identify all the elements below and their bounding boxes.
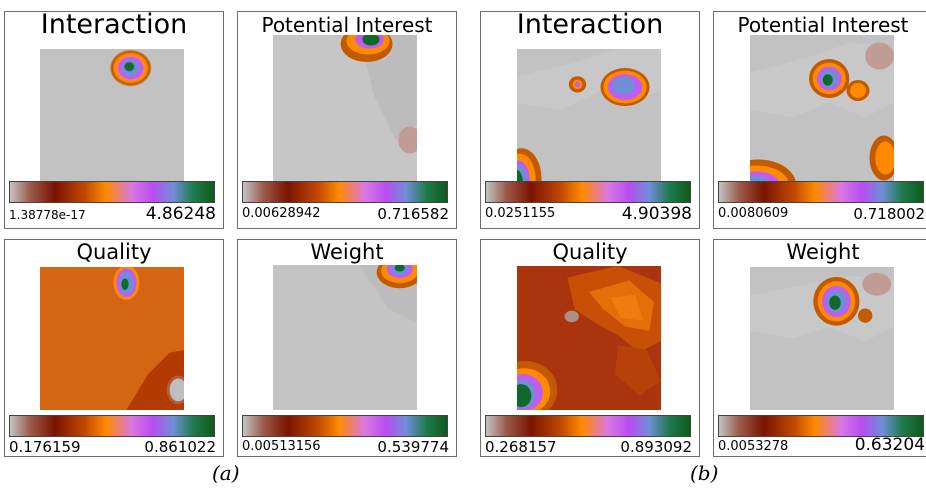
panel-quality-a: Quality 0.176159 0.861022: [4, 239, 224, 457]
caption-a: (a): [212, 461, 240, 485]
colorbar: [718, 415, 924, 437]
colorbar-min-label: 0.0080609: [718, 206, 789, 221]
heatmap: [750, 35, 894, 185]
colorbar: [242, 181, 448, 203]
colorbar: [485, 415, 691, 437]
colorbar-max-label: 0.893092: [620, 438, 692, 456]
panel-title: Interaction: [516, 9, 664, 40]
colorbar-min-label: 0.0053278: [718, 439, 789, 454]
colorbar-max-label: 0.716582: [377, 205, 449, 223]
colorbar-max-label: 0.718002: [853, 205, 925, 223]
colorbar: [718, 181, 924, 203]
panel-title: Quality: [76, 240, 152, 264]
colorbar-min-label: 1.38778e-17: [9, 208, 86, 222]
colorbar-min-label: 0.176159: [9, 438, 81, 456]
heatmap: [40, 267, 184, 410]
heatmap: [517, 266, 661, 410]
colorbar-max-label: 4.86248: [145, 204, 216, 224]
panel-interaction-a: Interaction 1.38778e-17 4.86248: [4, 9, 224, 229]
colorbar: [9, 181, 215, 203]
colorbar-max-label: 4.90398: [621, 204, 692, 224]
colorbar-max-label: 0.539774: [377, 438, 449, 456]
panel-quality-b: Quality 0.268157 0.893092: [480, 239, 700, 457]
panel-weight-a: Weight 0.00513156 0.539774: [237, 239, 457, 457]
colorbar-min-label: 0.268157: [485, 438, 557, 456]
colorbar-min-label: 0.00513156: [242, 439, 321, 454]
colorbar-max-label: 0.63204: [854, 435, 925, 455]
heatmap: [517, 49, 661, 185]
heatmap: [750, 267, 894, 410]
panel-weight-b: Weight 0.0053278 0.63204: [713, 239, 926, 457]
panel-title: Potential Interest: [737, 13, 909, 37]
panel-interaction-b: Interaction 0.0251155 4.90398: [480, 9, 700, 229]
colorbar-min-label: 0.0251155: [485, 206, 556, 221]
panel-title: Quality: [552, 240, 628, 264]
colorbar: [242, 415, 448, 437]
colorbar-max-label: 0.861022: [144, 438, 216, 456]
panel-title: Interaction: [40, 9, 188, 40]
heatmap: [273, 265, 417, 410]
colorbar: [485, 181, 691, 203]
heatmap: [273, 35, 417, 185]
colorbar-min-label: 0.00628942: [242, 206, 321, 221]
colorbar: [9, 415, 215, 437]
panel-title: Weight: [310, 240, 384, 264]
panel-potential-interest-b: Potential Interest 0.0080609 0.718002: [713, 11, 926, 229]
heatmap: [40, 49, 184, 185]
caption-b: (b): [690, 461, 719, 485]
panel-potential-interest-a: Potential Interest 0.00628942 0.716582: [237, 11, 457, 229]
panel-title: Weight: [786, 240, 860, 264]
panel-title: Potential Interest: [261, 13, 433, 37]
